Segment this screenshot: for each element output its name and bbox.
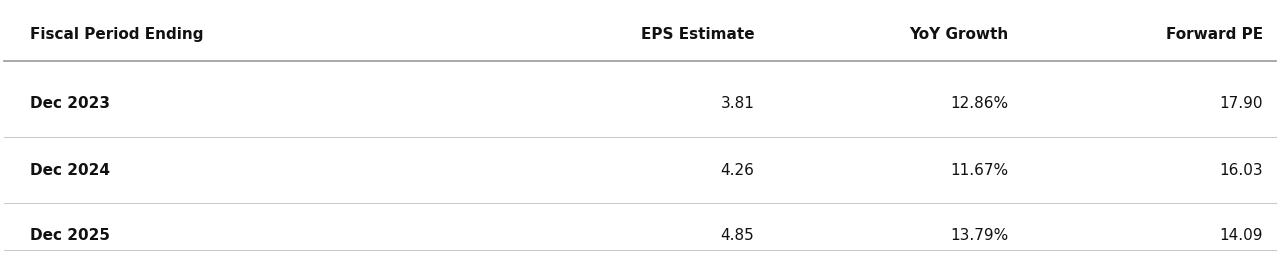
Text: 16.03: 16.03 bbox=[1220, 163, 1263, 178]
Text: 3.81: 3.81 bbox=[721, 96, 754, 111]
Text: EPS Estimate: EPS Estimate bbox=[641, 26, 754, 42]
Text: 11.67%: 11.67% bbox=[951, 163, 1009, 178]
Text: Dec 2024: Dec 2024 bbox=[29, 163, 110, 178]
Text: Dec 2023: Dec 2023 bbox=[29, 96, 110, 111]
Text: 4.26: 4.26 bbox=[721, 163, 754, 178]
Text: 4.85: 4.85 bbox=[721, 228, 754, 243]
Text: Fiscal Period Ending: Fiscal Period Ending bbox=[29, 26, 204, 42]
Text: 13.79%: 13.79% bbox=[951, 228, 1009, 243]
Text: 14.09: 14.09 bbox=[1220, 228, 1263, 243]
Text: 17.90: 17.90 bbox=[1220, 96, 1263, 111]
Text: Dec 2025: Dec 2025 bbox=[29, 228, 110, 243]
Text: YoY Growth: YoY Growth bbox=[910, 26, 1009, 42]
Text: 12.86%: 12.86% bbox=[951, 96, 1009, 111]
Text: Forward PE: Forward PE bbox=[1166, 26, 1263, 42]
